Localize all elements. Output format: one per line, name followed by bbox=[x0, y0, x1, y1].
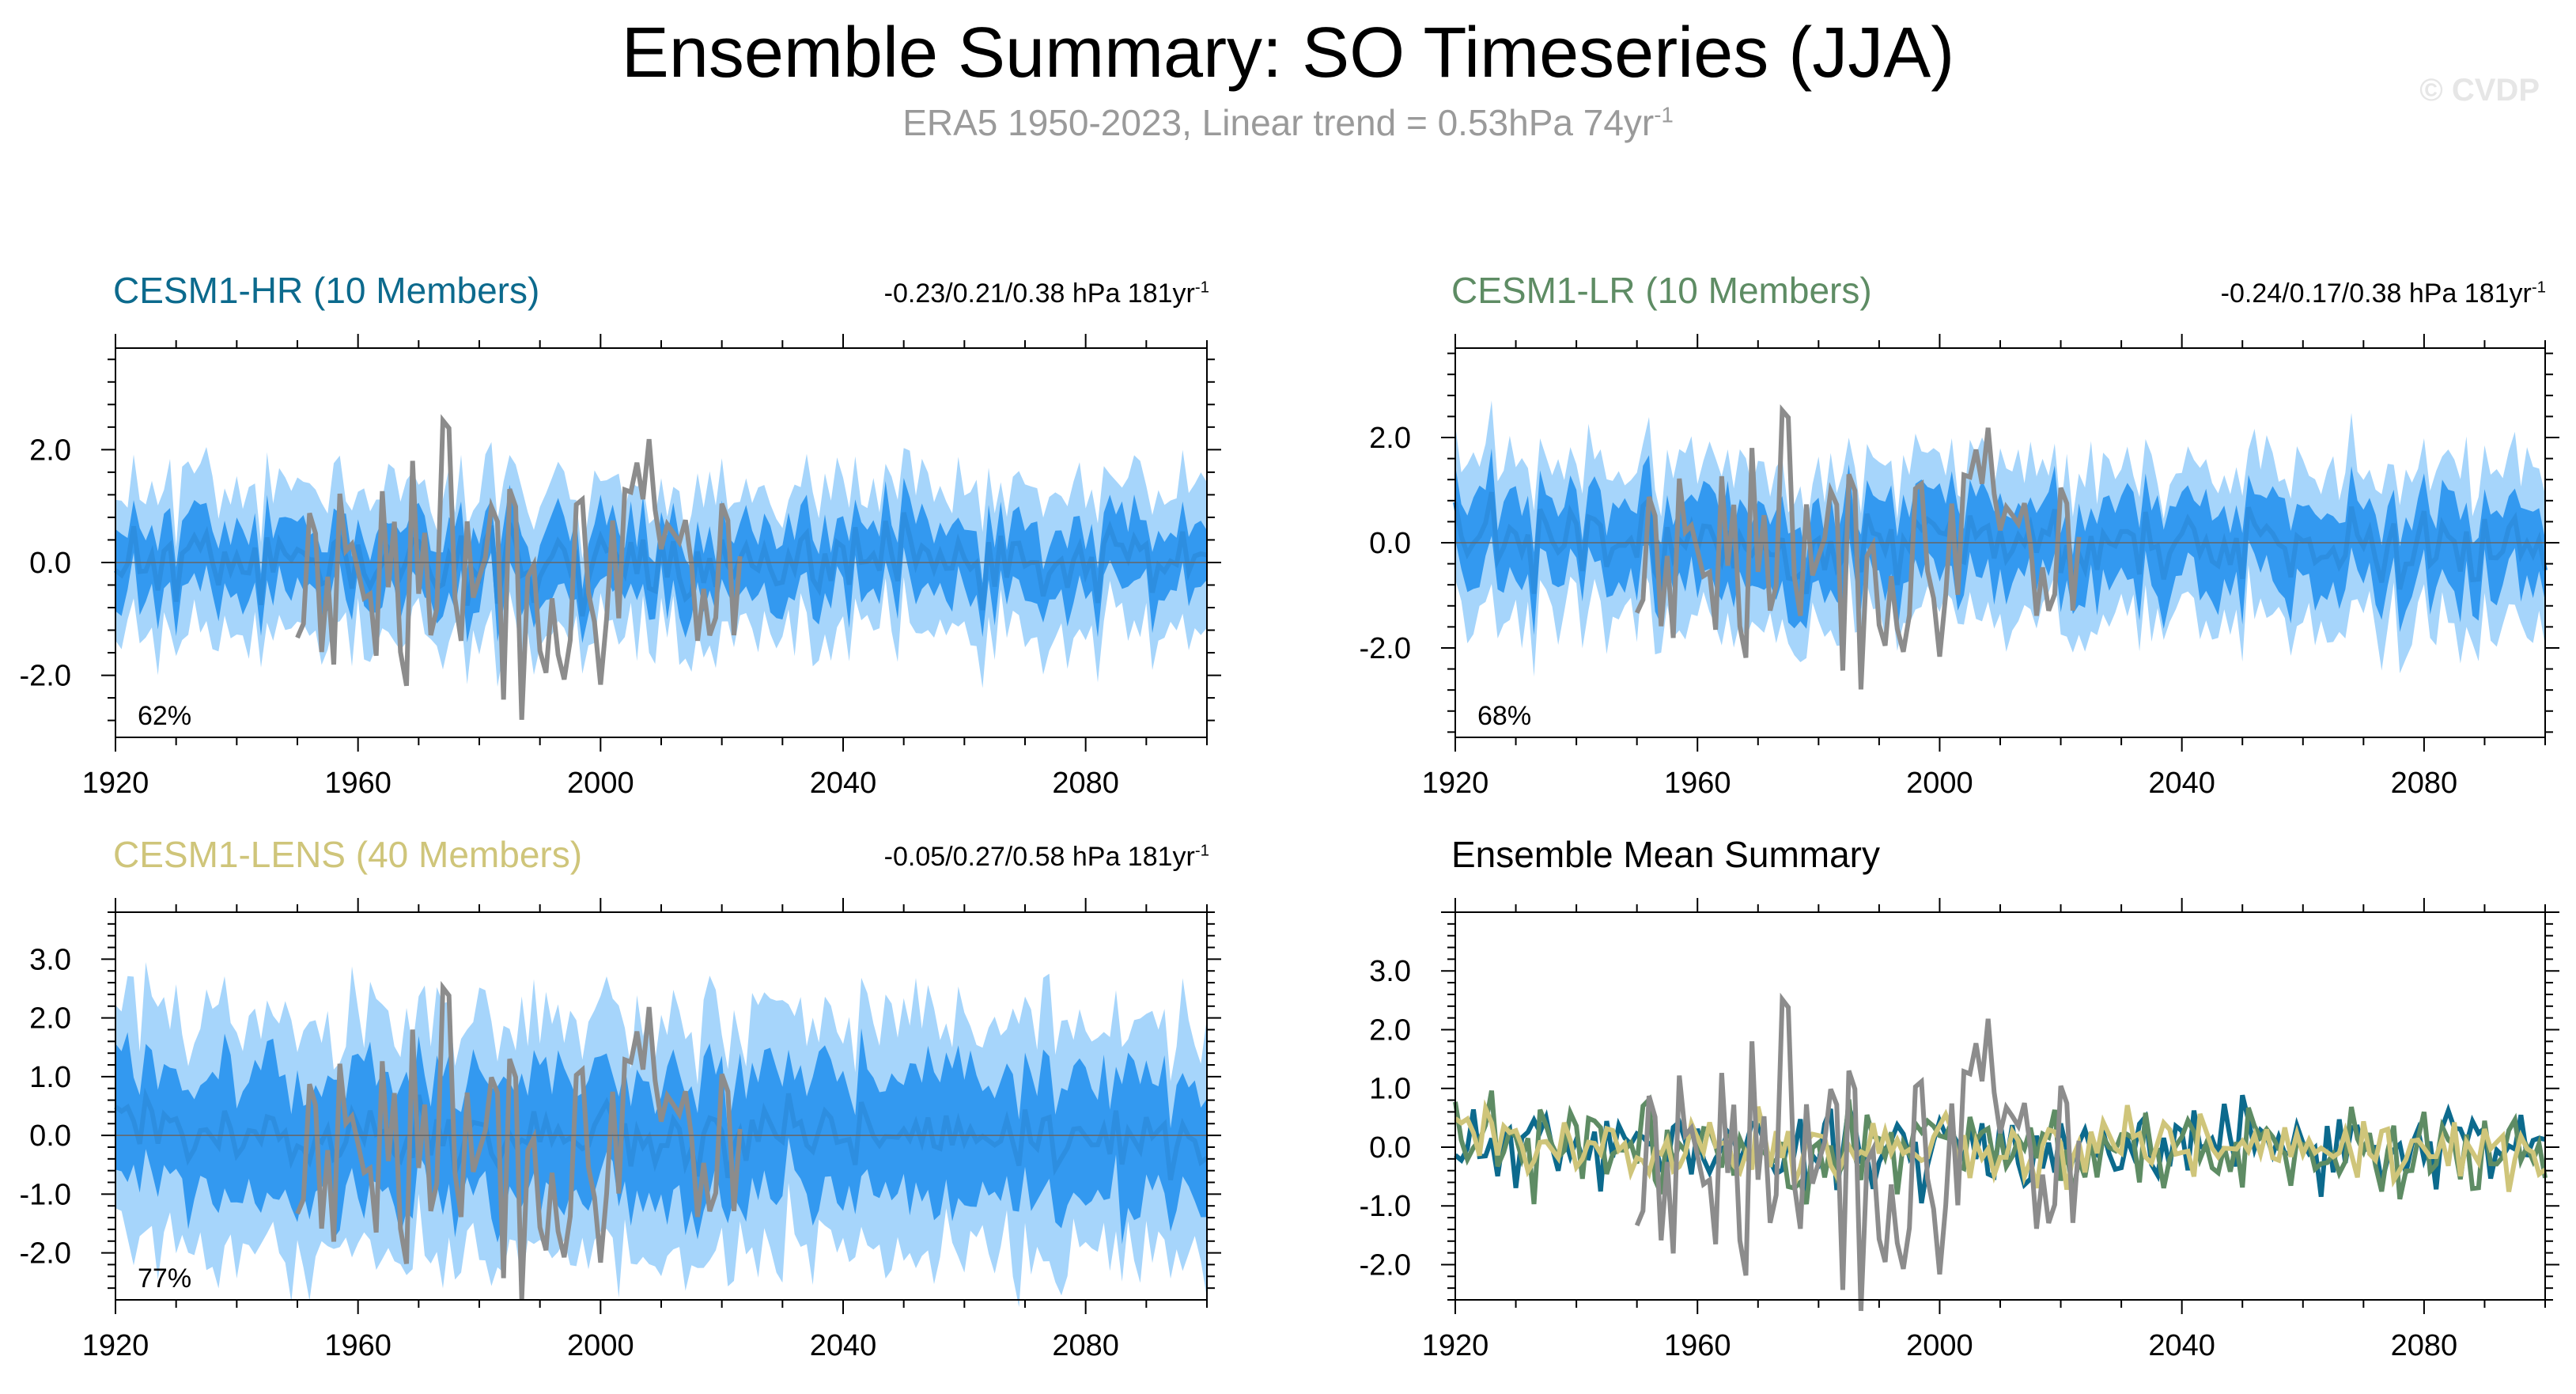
x-tick-label: 1920 bbox=[1422, 767, 1489, 800]
ensemble-mean-line bbox=[1453, 491, 2548, 595]
x-tick-label: 1960 bbox=[324, 1329, 392, 1362]
x-tick-label: 2000 bbox=[567, 767, 634, 800]
inner-spread-band bbox=[115, 478, 1207, 643]
panel-title-ensemble-mean-summary: Ensemble Mean Summary bbox=[1451, 834, 1880, 875]
y-tick-label: 0.0 bbox=[29, 547, 71, 580]
x-tick-label: 1920 bbox=[1422, 1329, 1489, 1362]
percent-label: 77% bbox=[138, 1263, 191, 1294]
x-tick-label: 1960 bbox=[1664, 767, 1731, 800]
panel-title-cesm1-lr: CESM1-LR (10 Members) bbox=[1451, 270, 1872, 311]
x-tick-label: 2080 bbox=[1052, 767, 1119, 800]
panel-trend-cesm1-hr: -0.23/0.21/0.38 hPa 181yr-1 bbox=[884, 278, 1209, 309]
x-tick-label: 2000 bbox=[1906, 767, 1973, 800]
panel-title-cesm1-lens: CESM1-LENS (40 Members) bbox=[113, 834, 583, 875]
y-tick-label: -2.0 bbox=[1360, 1248, 1411, 1282]
x-tick-label: 2080 bbox=[2391, 1329, 2458, 1362]
y-tick-label: 2.0 bbox=[29, 434, 71, 467]
x-tick-label: 2000 bbox=[1906, 1329, 1973, 1362]
plot-frame bbox=[1454, 911, 2546, 1301]
y-tick-label: -2.0 bbox=[20, 660, 71, 693]
y-tick-label: 0.0 bbox=[1369, 1131, 1411, 1165]
x-tick-label: 2080 bbox=[1052, 1329, 1119, 1362]
subtitle-text: ERA5 1950-2023, Linear trend = 0.53hPa 7… bbox=[902, 102, 1655, 143]
panel-title-cesm1-hr: CESM1-HR (10 Members) bbox=[113, 270, 540, 311]
y-tick-label: 1.0 bbox=[29, 1061, 71, 1094]
outer-spread-band bbox=[115, 441, 1207, 688]
y-tick-label: 2.0 bbox=[29, 1002, 71, 1036]
trend-text: -0.24/0.17/0.38 hPa 181yr bbox=[2220, 278, 2532, 309]
y-tick-label: -2.0 bbox=[1360, 632, 1411, 665]
trend-exponent: -1 bbox=[1194, 278, 1209, 297]
x-tick-label: 1960 bbox=[324, 767, 392, 800]
x-tick-label: 2040 bbox=[810, 1329, 877, 1362]
x-tick-label: 2080 bbox=[2391, 767, 2458, 800]
y-tick-label: 1.0 bbox=[1369, 1073, 1411, 1106]
x-tick-label: 1920 bbox=[82, 1329, 149, 1362]
subtitle-exponent: -1 bbox=[1654, 102, 1674, 127]
trend-exponent: -1 bbox=[1194, 842, 1209, 860]
y-tick-label: 0.0 bbox=[29, 1119, 71, 1153]
percent-label: 62% bbox=[138, 701, 191, 731]
y-tick-label: 2.0 bbox=[1369, 422, 1411, 455]
y-tick-label: -1.0 bbox=[20, 1178, 71, 1211]
figure-title: Ensemble Summary: SO Timeseries (JJA) bbox=[621, 13, 1955, 93]
x-tick-label: 2000 bbox=[567, 1329, 634, 1362]
y-tick-label: -2.0 bbox=[20, 1237, 71, 1271]
era5-observed-line bbox=[295, 980, 743, 1300]
x-tick-label: 2040 bbox=[2148, 767, 2215, 800]
series-line-cesm1-lens bbox=[1454, 1099, 2547, 1192]
series-line-era5 bbox=[1634, 992, 2082, 1312]
x-tick-label: 1920 bbox=[82, 767, 149, 800]
panel-trend-cesm1-lr: -0.24/0.17/0.38 hPa 181yr-1 bbox=[2221, 278, 2546, 309]
ensemble-mean-line bbox=[114, 1087, 1209, 1180]
y-tick-label: 0.0 bbox=[1369, 527, 1411, 560]
x-tick-label: 1960 bbox=[1664, 1329, 1731, 1362]
inner-spread-band bbox=[115, 1028, 1207, 1244]
y-tick-label: -1.0 bbox=[1360, 1190, 1411, 1223]
trend-text: -0.05/0.27/0.58 hPa 181yr bbox=[883, 842, 1195, 872]
figure-subtitle: ERA5 1950-2023, Linear trend = 0.53hPa 7… bbox=[0, 101, 2576, 144]
y-tick-label: 3.0 bbox=[29, 943, 71, 976]
x-tick-label: 2040 bbox=[2148, 1329, 2215, 1362]
era5-observed-line bbox=[295, 414, 743, 720]
panel-trend-cesm1-lens: -0.05/0.27/0.58 hPa 181yr-1 bbox=[884, 842, 1209, 873]
y-tick-label: 2.0 bbox=[1369, 1013, 1411, 1047]
trend-exponent: -1 bbox=[2531, 278, 2546, 297]
x-tick-label: 2040 bbox=[810, 767, 877, 800]
cvdp-watermark: © CVDP bbox=[2419, 73, 2540, 108]
era5-observed-line bbox=[1634, 403, 2082, 690]
trend-text: -0.23/0.21/0.38 hPa 181yr bbox=[883, 278, 1195, 309]
y-tick-label: 3.0 bbox=[1369, 955, 1411, 988]
percent-label: 68% bbox=[1477, 701, 1531, 731]
